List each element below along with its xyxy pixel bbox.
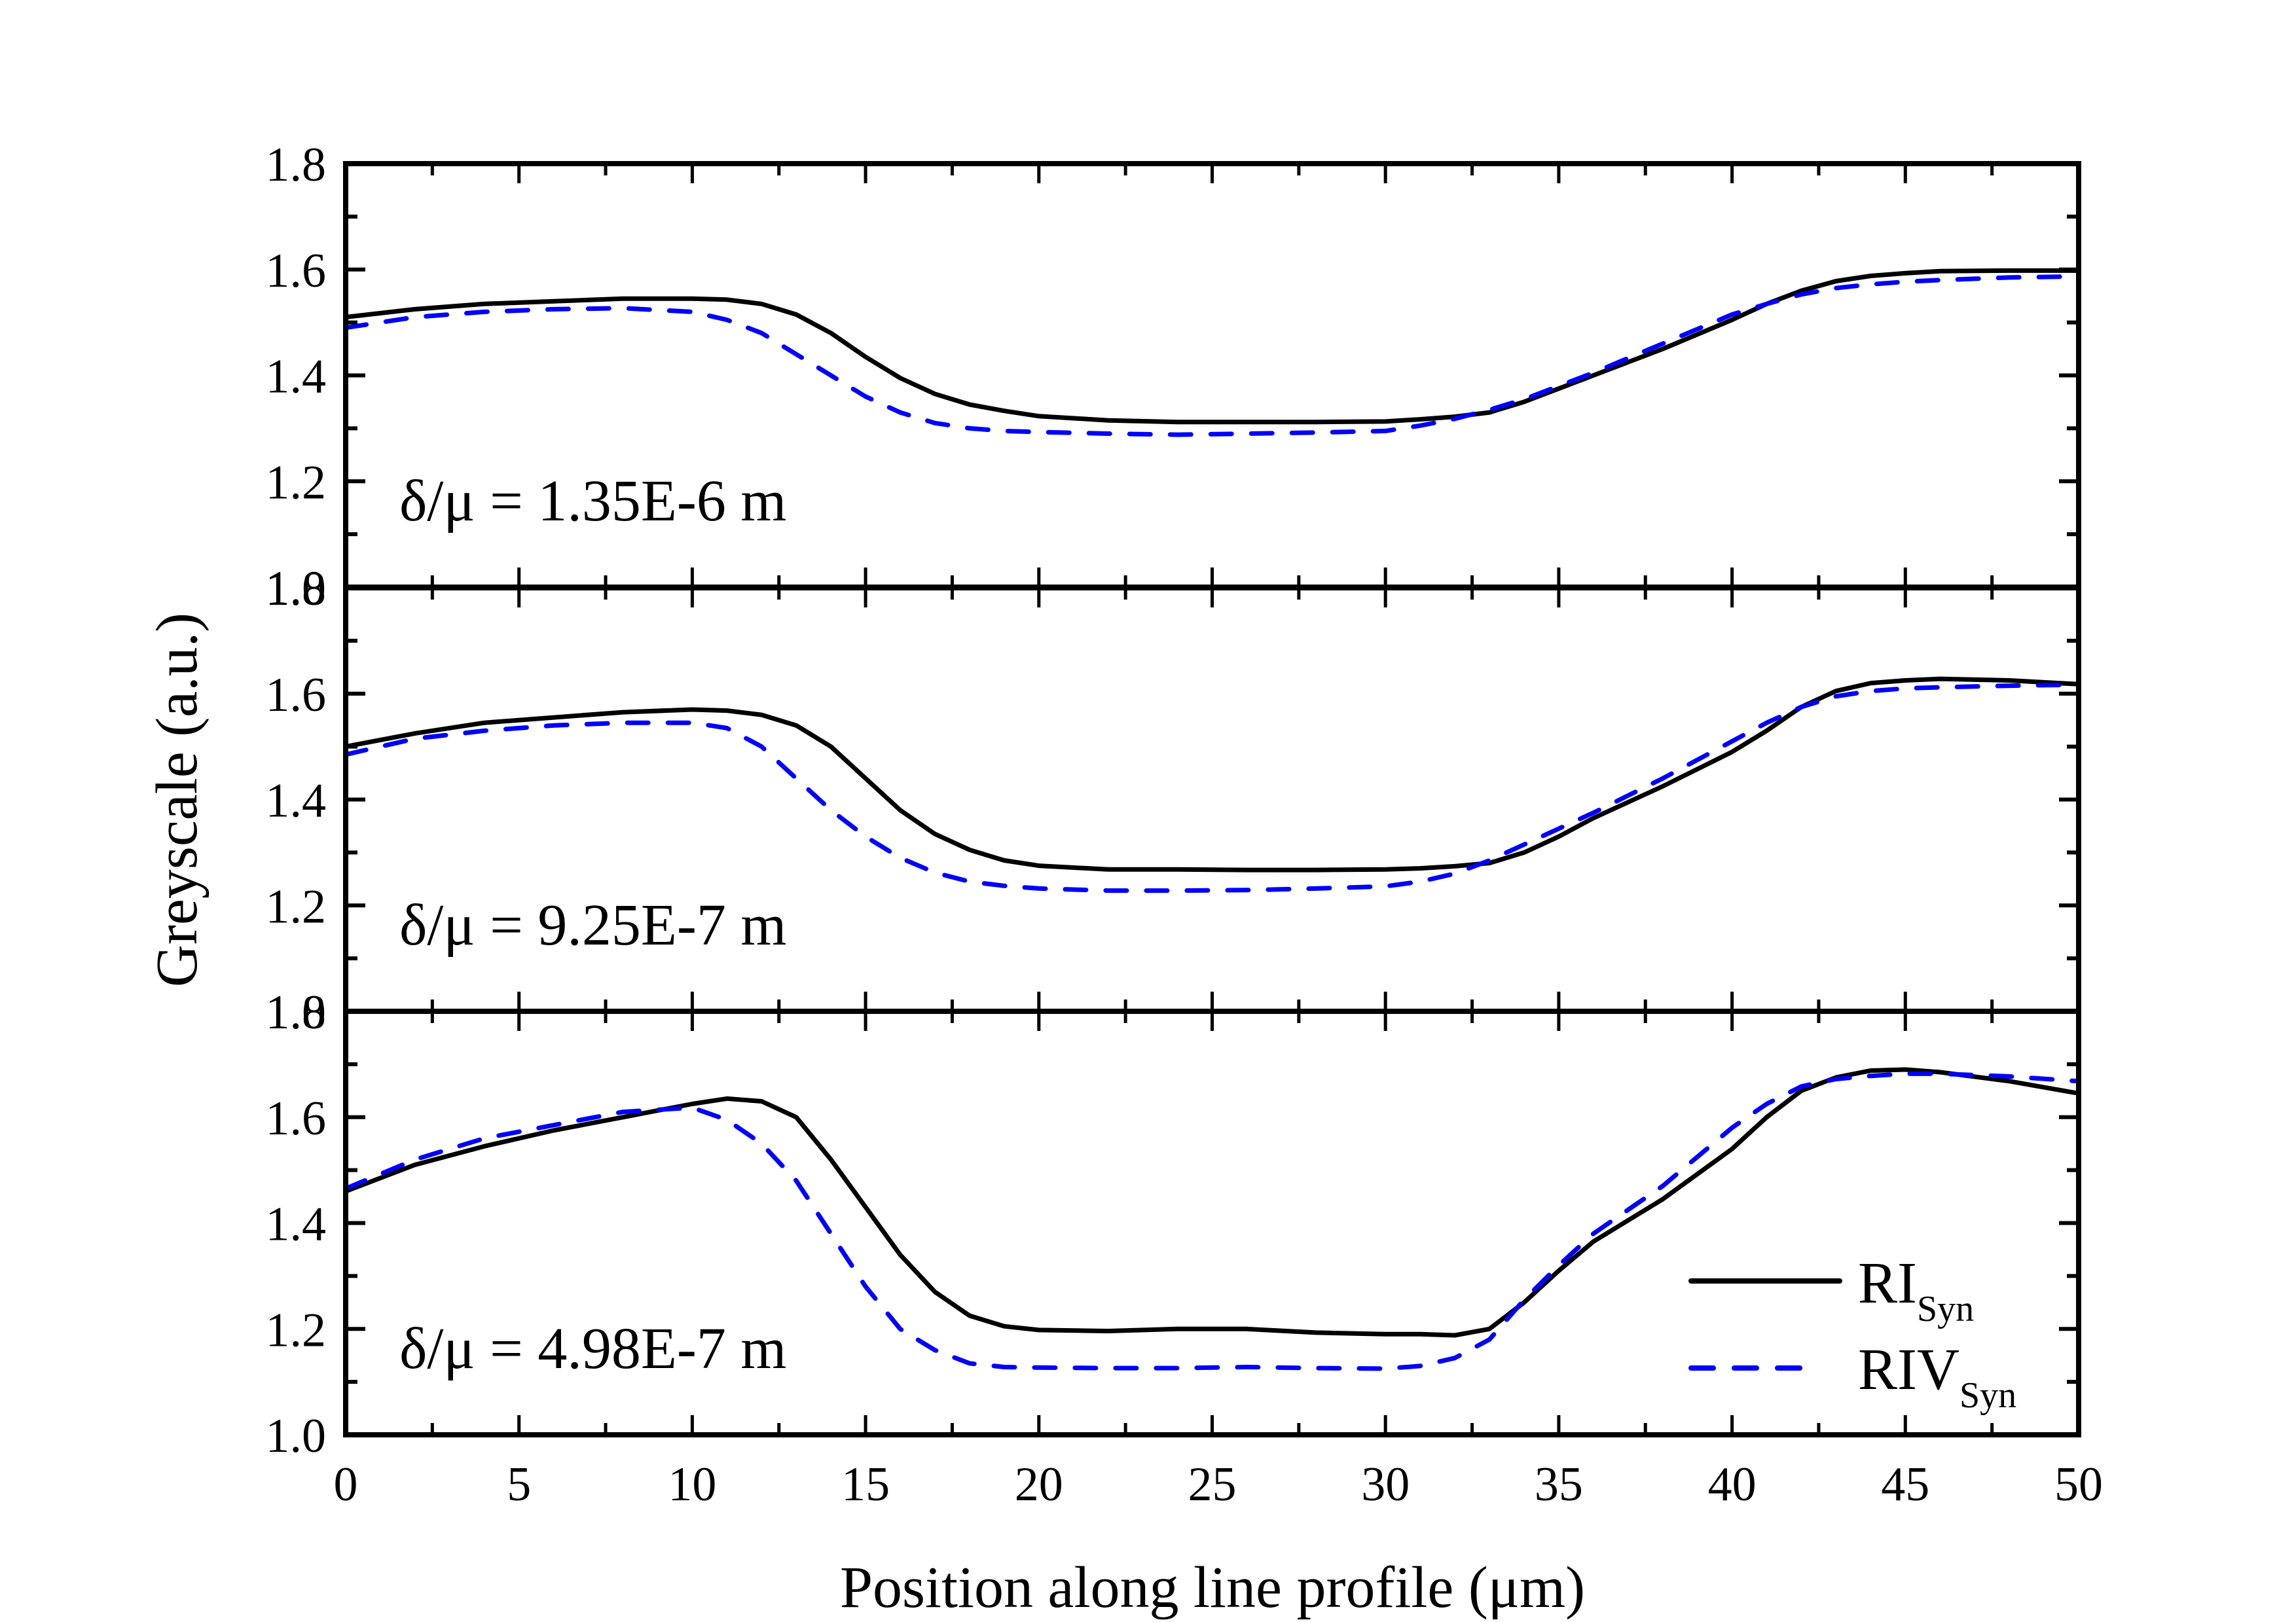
y-tick-label: 1.8	[266, 138, 327, 192]
x-tick-label: 30	[1361, 1458, 1410, 1511]
x-tick-label: 50	[2054, 1458, 2103, 1511]
axes-frames: 1.01.21.41.61.81.01.21.41.61.81.01.21.41…	[266, 138, 2081, 1463]
legend: RISyn RIVSyn	[1688, 1251, 2016, 1416]
x-axis-title: Position along line profile (μm)	[840, 1555, 1585, 1620]
panel-frame-2: 1.0 1.2 1.4 1.6 1.8	[266, 562, 2081, 1039]
x-tick-label: 25	[1188, 1458, 1237, 1511]
y-axis-title: Greyscale (a.u.)	[145, 613, 210, 987]
y-tick-label: 1.8	[266, 562, 327, 616]
x-tick-label: 35	[1535, 1458, 1583, 1511]
panel-3: δ/μ = 4.98E-7 m	[343, 1067, 2081, 1381]
y-tick-label: 1.0	[266, 1409, 327, 1463]
y-tick-label: 1.2	[266, 456, 327, 509]
series-line-ri-syn	[343, 676, 2081, 873]
y-tick-label: 1.0	[266, 562, 327, 615]
y-tick-label: 1.6	[266, 668, 327, 722]
x-tick-label: 5	[507, 1458, 531, 1511]
y-tick-label: 1.2	[266, 880, 327, 933]
legend-label-riv-sub: Syn	[1959, 1375, 2016, 1416]
panel-annotation: δ/μ = 4.98E-7 m	[399, 1316, 786, 1381]
panel-frame-3: 1.0 1.2 1.4 1.6 1.8	[266, 986, 2081, 1463]
x-tick-label: 15	[841, 1458, 890, 1511]
y-tick-label: 1.4	[266, 774, 327, 828]
panel-annotation: δ/μ = 9.25E-7 m	[399, 893, 786, 958]
panels: δ/μ = 1.35E-6 m δ/μ = 9.25E-7 m δ/μ = 4.98…	[343, 268, 2081, 1381]
legend-label-riv: RIVSyn	[1858, 1337, 2016, 1416]
panel-annotation: δ/μ = 1.35E-6 m	[399, 469, 786, 533]
panel-frame-1: 1.0 1.2 1.4 1.6 1.8	[266, 138, 2081, 615]
x-tick-label: 10	[668, 1458, 716, 1511]
y-tick-label: 1.2	[266, 1303, 327, 1357]
y-tick-label: 1.4	[266, 1198, 327, 1252]
series-line-riv-syn	[343, 682, 2081, 893]
legend-label-ri: RISyn	[1858, 1251, 1974, 1329]
legend-label-riv-main: RIV	[1858, 1337, 1959, 1402]
y-tick-label: 1.8	[266, 986, 327, 1039]
series-line-ri-syn	[343, 268, 2081, 425]
legend-label-ri-sub: Syn	[1917, 1289, 1974, 1329]
x-tick-labels: 0 5 10 15 20 25 30 35 40 45 50	[334, 1458, 2104, 1511]
x-tick-label: 0	[334, 1458, 358, 1511]
x-tick-label: 20	[1015, 1458, 1063, 1511]
y-tick-label: 1.4	[266, 350, 327, 404]
x-tick-label: 40	[1708, 1458, 1757, 1511]
panel-1: δ/μ = 1.35E-6 m	[343, 268, 2081, 533]
series-line-riv-syn	[343, 274, 2081, 437]
y-tick-label: 1.6	[266, 1092, 327, 1145]
series-line-riv-syn	[343, 1071, 2081, 1371]
x-tick-label: 45	[1881, 1458, 1929, 1511]
series-line-ri-syn	[343, 1067, 2081, 1338]
y-tick-label: 1.6	[266, 244, 327, 298]
legend-label-ri-main: RI	[1858, 1251, 1917, 1316]
y-tick-label: 1.0	[266, 986, 327, 1039]
panel-2: δ/μ = 9.25E-7 m	[343, 676, 2081, 958]
